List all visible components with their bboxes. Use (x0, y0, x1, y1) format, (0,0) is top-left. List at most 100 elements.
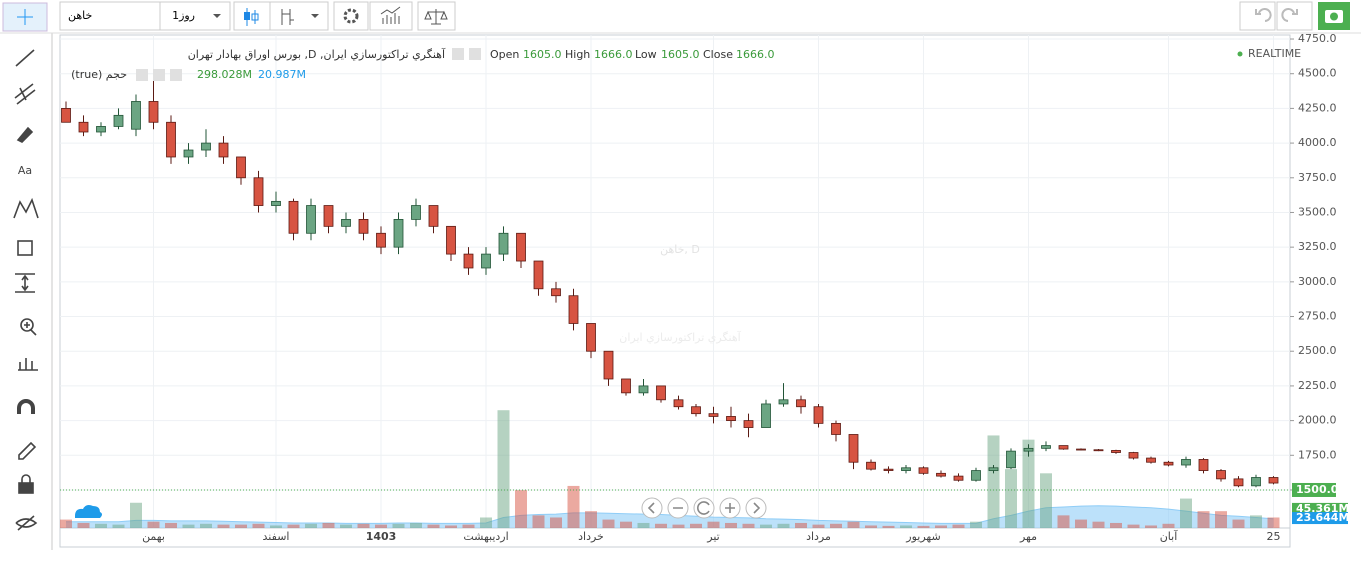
candle-body (358, 219, 369, 234)
volume-bar (777, 523, 790, 528)
magnet-tool[interactable] (17, 399, 35, 414)
volume-bar (165, 522, 177, 528)
volume-bar (1215, 511, 1227, 528)
y-tick-label: 4250.0 (1298, 101, 1337, 114)
volume-bar (60, 519, 72, 528)
logo (75, 505, 102, 518)
volume-bar (585, 511, 597, 528)
legend-button[interactable] (136, 69, 148, 81)
candle-body (901, 467, 911, 471)
candle-body (288, 200, 299, 234)
last-price-marker (1292, 482, 1336, 497)
candle-body (481, 253, 491, 269)
candle-body (656, 385, 666, 401)
volume-bar (147, 521, 160, 528)
volume-value: 298.028M (197, 68, 252, 81)
candle-body (446, 225, 456, 255)
candle-body (1163, 461, 1174, 466)
scroll-right[interactable] (745, 497, 767, 519)
zoom-tool[interactable] (20, 318, 34, 332)
candle-body (113, 114, 124, 127)
volume-bar (497, 410, 510, 528)
compare-button[interactable] (269, 1, 329, 31)
candle-body (1233, 478, 1244, 487)
candle-icon (251, 13, 259, 21)
interval-select[interactable] (159, 1, 231, 31)
volume-bar (480, 517, 492, 528)
candle-body (673, 399, 684, 408)
candle-body (131, 101, 141, 130)
candle-body (988, 467, 999, 471)
undo-icon (1255, 8, 1272, 22)
ohlc-value: 1666.0 (594, 48, 633, 61)
candle-body (1146, 457, 1156, 463)
reset[interactable] (693, 497, 715, 519)
candle-body (428, 205, 439, 227)
legend-button[interactable] (170, 69, 182, 81)
settings-button[interactable] (333, 1, 369, 31)
candle-body (61, 108, 71, 123)
volume-bar (77, 522, 90, 528)
brush-tool[interactable] (16, 126, 34, 143)
volume-bar (287, 524, 300, 528)
candle-body (166, 121, 176, 158)
scroll-left[interactable] (641, 497, 663, 519)
candle-body (918, 467, 929, 474)
x-tick-label: شهریور (905, 530, 940, 543)
trend-line-tool[interactable] (15, 49, 35, 67)
volume-bar (1162, 523, 1175, 528)
legend-button[interactable] (153, 69, 165, 81)
undo-button[interactable] (1239, 1, 1276, 31)
pattern-tool[interactable] (13, 197, 39, 219)
y-tick-label: 3500.0 (1298, 205, 1337, 218)
scale-icon (424, 9, 448, 25)
stay-drawing-tool[interactable] (18, 441, 37, 460)
volume-bar (112, 524, 125, 528)
volume-bar (515, 490, 527, 528)
x-tick-label: آبان (1160, 529, 1178, 543)
volume-bar (742, 523, 755, 528)
chart-title: آهنگري تراكتورسازي ايران, D, بورس اوراق … (188, 47, 446, 61)
realtime-status: REALTIME (1248, 47, 1301, 60)
indicators-button[interactable] (369, 1, 413, 31)
ohlc-value: 1605.0 (661, 48, 700, 61)
volume-bar (760, 524, 772, 528)
text-tool[interactable]: Aa (18, 164, 32, 177)
candle-body (78, 121, 89, 133)
hide-tool[interactable] (15, 515, 38, 531)
y-tick-label: 2750.0 (1298, 310, 1337, 323)
candle-body (271, 200, 281, 206)
y-tick-label: 4500.0 (1298, 67, 1337, 80)
x-tick-label: 1403 (366, 530, 397, 543)
candle-body (708, 413, 719, 417)
fib-tool[interactable] (14, 83, 36, 105)
shape-tool[interactable] (17, 240, 33, 256)
symbol-input[interactable] (59, 1, 161, 31)
lock-tool[interactable] (18, 482, 34, 494)
volume-marker-label: 23.644M (1296, 511, 1349, 524)
candle-body (953, 475, 964, 481)
dropdown-arrow (311, 14, 319, 18)
ruler-tool[interactable] (18, 358, 38, 371)
volume-bar (1197, 511, 1210, 528)
candle-body (533, 260, 544, 290)
candle-body (376, 232, 386, 248)
volume-marker (1292, 502, 1348, 515)
volume-bar (812, 524, 825, 528)
volume-bar (1075, 519, 1087, 528)
y-tick-label: 3750.0 (1298, 171, 1337, 184)
legend-button[interactable] (469, 48, 481, 60)
candle-body (183, 149, 194, 158)
volume-bar (952, 524, 965, 528)
candle-body (936, 472, 946, 477)
candle-body (971, 470, 981, 481)
candle-body (568, 295, 579, 324)
y-tick-label: 4000.0 (1298, 136, 1337, 149)
legend-button[interactable] (452, 48, 464, 60)
volume-legend-name: حجم (true) (71, 68, 127, 81)
grid (60, 35, 1290, 528)
measure-tool[interactable] (15, 273, 35, 293)
x-tick-label: خرداد (578, 530, 604, 543)
candle-body (1076, 448, 1086, 451)
